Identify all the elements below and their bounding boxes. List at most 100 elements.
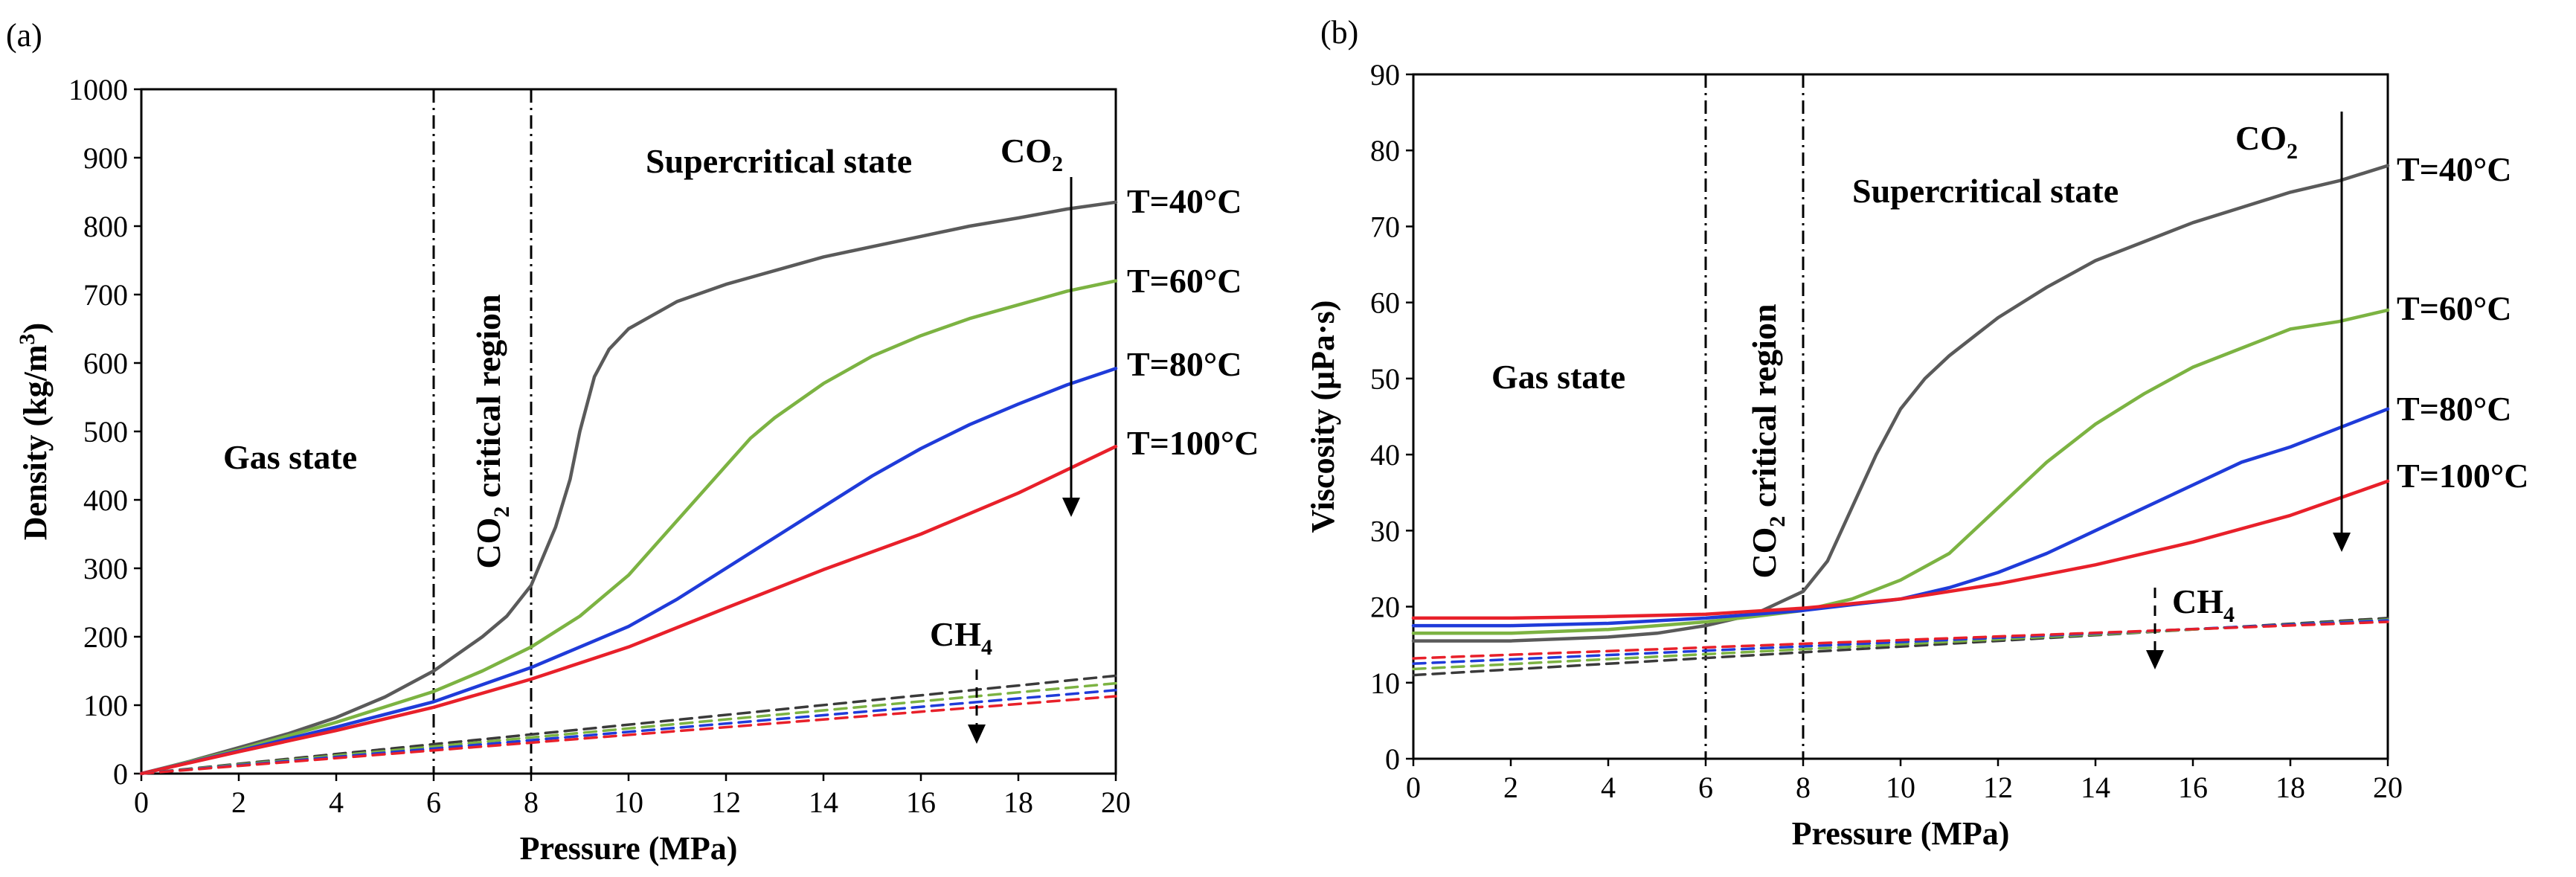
y-tick-label: 600 [83,347,128,380]
y-tick-label: 70 [1370,210,1400,243]
supercritical-state-label: Supercritical state [1852,172,2119,210]
supercritical-state-label: Supercritical state [646,142,912,180]
y-axis-label-suffix: ) [17,323,54,334]
y-tick-label: 90 [1370,58,1400,91]
critical-region-label-main: CO [1745,527,1783,579]
series-line [1412,618,2389,671]
y-tick-label: 30 [1370,514,1400,547]
x-tick-label: 16 [2178,771,2208,804]
co2-label: CO2 [2235,119,2298,164]
y-tick-label: 800 [83,210,128,243]
ch4-label: CH4 [930,615,992,660]
y-tick-label: 40 [1370,438,1400,472]
x-tick-label: 14 [2081,771,2110,804]
ch4-arrow-head [2146,650,2164,669]
critical-region-label: CO2 critical region [469,294,514,568]
series-line [1412,619,2389,665]
y-axis-label: Viscosity (μPa·s) [1305,301,1341,533]
y-tick-label: 20 [1370,591,1400,624]
x-tick-label: 10 [1886,771,1915,804]
y-tick-label: 900 [83,141,128,175]
x-tick-label: 8 [1796,771,1811,804]
series-line [1411,479,2390,620]
series-line [1412,617,2389,677]
x-tick-label: 6 [1698,771,1713,804]
x-tick-label: 20 [2373,771,2403,804]
x-tick-label: 12 [711,786,741,819]
y-axis-label-main: Density (kg/m [17,344,54,540]
x-tick-label: 18 [1003,786,1033,819]
x-tick-label: 20 [1101,786,1131,819]
y-axis-label: Density (kg/m3) [15,323,54,540]
series-line [1412,620,2389,660]
x-tick-label: 2 [231,786,246,819]
x-tick-label: 12 [1983,771,2013,804]
y-tick-label: 1000 [68,73,128,106]
critical-region-label: CO2 critical region [1745,303,1790,578]
y-tick-label: 400 [83,484,128,517]
y-tick-label: 10 [1370,666,1400,700]
co2-label-sub: 2 [1052,152,1063,176]
ch4-label: CH4 [2172,582,2235,627]
ch4-label-sub: 4 [2223,603,2235,627]
panel-label: (a) [6,17,42,54]
co2-label-sub: 2 [2287,139,2298,164]
y-tick-label: 100 [83,689,128,722]
x-tick-label: 10 [614,786,643,819]
critical-region-label-sub: 2 [489,507,514,518]
temperature-label: T=40°C [2397,150,2512,188]
series-line [1411,407,2390,628]
x-tick-label: 4 [1601,771,1616,804]
x-tick-label: 2 [1503,771,1518,804]
gas-state-label: Gas state [1491,358,1625,396]
panel-b: (b) 0 2 4 6 8 10 12 14 16 18 20 0 10 20 30 40 50 60 70 80 90 P… [1305,14,2529,852]
critical-region-label-suffix: critical region [469,294,507,506]
x-tick-label: 0 [1406,771,1421,804]
gas-state-label: Gas state [223,438,357,476]
co2-label: CO2 [1000,132,1063,176]
co2-label-main: CO [2235,119,2287,157]
x-tick-label: 14 [809,786,838,819]
y-tick-label: 300 [83,552,128,585]
temperature-label: T=60°C [1127,262,1242,300]
y-tick-label: 0 [1385,742,1400,776]
ch4-label-sub: 4 [981,635,992,660]
series-line [139,200,1118,776]
critical-region-label-suffix: critical region [1745,303,1783,515]
series-line [139,444,1118,776]
temperature-label: T=100°C [2397,457,2529,495]
y-tick-label: 50 [1370,362,1400,396]
co2-arrow-head [1062,498,1080,517]
x-tick-label: 18 [2275,771,2305,804]
y-axis-label-main: Viscosity (μPa·s) [1305,301,1341,533]
co2-label-main: CO [1000,132,1052,170]
y-tick-label: 80 [1370,134,1400,167]
x-tick-label: 4 [329,786,344,819]
series-line [139,367,1118,776]
x-tick-label: 8 [524,786,539,819]
temperature-label: T=80°C [2397,390,2512,428]
series-line [139,279,1118,776]
y-tick-label: 500 [83,415,128,449]
ch4-label-main: CH [2172,582,2223,620]
x-tick-label: 6 [426,786,441,819]
y-tick-label: 60 [1370,286,1400,320]
critical-region-label-main: CO [469,518,507,569]
critical-region-label-sub: 2 [1765,516,1790,527]
series-line [1411,308,2390,635]
co2-arrow-head [2333,533,2351,552]
panel-a: (a)0 2 4 6 8 10 12 14 16 18 2001002003004005006007… [6,17,1259,867]
y-axis-label-sup: 3 [15,333,39,344]
x-axis-label: Pressure (MPa) [1792,815,2010,852]
x-axis-label: Pressure (MPa) [520,830,738,867]
panel-label: (b) [1320,14,1358,51]
temperature-label: T=60°C [2397,289,2512,327]
series-line [1411,164,2390,643]
y-tick-label: 700 [83,278,128,312]
y-tick-label: 0 [113,757,128,791]
x-tick-label: 0 [134,786,149,819]
series-line [140,695,1117,775]
ch4-label-main: CH [930,615,981,653]
plot-frame [140,88,1117,775]
